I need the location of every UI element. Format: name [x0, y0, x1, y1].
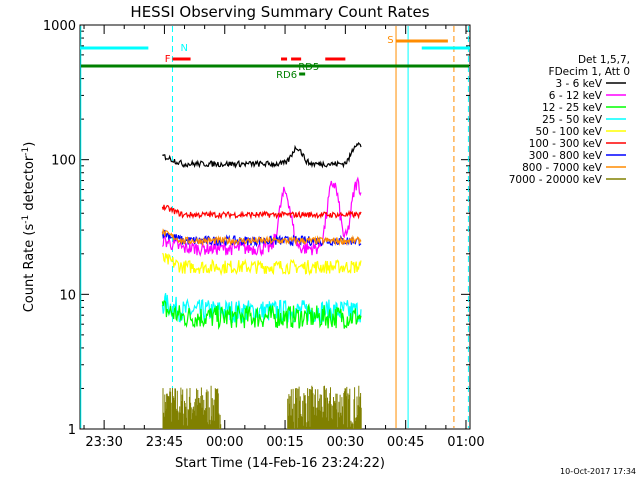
chart-title: HESSI Observing Summary Count Rates: [130, 3, 429, 21]
y-tick-label: 10: [59, 288, 76, 303]
legend-entry-label: 800 - 7000 keV: [522, 162, 603, 174]
y-tick-label: 100: [51, 154, 76, 169]
series-line: [161, 228, 362, 247]
x-tick-label: 00:45: [387, 435, 424, 450]
series-lines: [161, 141, 362, 429]
rd6-flag-label: RD6: [276, 70, 297, 81]
plot-frame: [79, 24, 471, 430]
y-tick-label: 1: [68, 423, 76, 438]
series-line: [162, 252, 362, 277]
legend-entry-label: 100 - 300 keV: [529, 138, 603, 150]
y-axis-label: Count Rate (s-1 detector-1): [21, 142, 37, 313]
x-tick-label: 00:30: [327, 435, 364, 450]
legend-header: FDecim 1, Att 0: [549, 66, 630, 78]
x-axis-ticks: 23:30 23:45 00:00 00:15 00:30 00:45 01:00: [83, 25, 485, 450]
legend-entry-label: 300 - 800 keV: [529, 150, 603, 162]
rd5-flag-label: RD5: [298, 62, 319, 73]
legend-header: Det 1,5,7,: [578, 54, 630, 66]
series-line: [165, 385, 222, 429]
legend-entry-label: 3 - 6 keV: [555, 78, 602, 90]
y-tick-label: 1000: [43, 19, 76, 34]
x-axis-label: Start Time (14-Feb-16 23:24:22): [175, 456, 385, 471]
n-flag-label: N: [181, 43, 188, 54]
series-line: [286, 385, 362, 429]
legend-entry-label: 50 - 100 keV: [535, 126, 602, 138]
legend-entry-label: 25 - 50 keV: [542, 114, 603, 126]
series-line: [162, 141, 362, 169]
night-flag-label: S: [387, 35, 393, 46]
series-line: [161, 176, 362, 258]
f-flag-label: F: [165, 54, 171, 65]
x-tick-label: 00:15: [266, 435, 303, 450]
x-tick-label: 23:45: [146, 435, 183, 450]
series-line: [161, 204, 362, 220]
legend-entry-label: 12 - 25 keV: [542, 102, 603, 114]
legend-entry-label: 6 - 12 keV: [549, 90, 603, 102]
x-tick-label: 01:00: [447, 435, 484, 450]
series-line: [161, 300, 362, 330]
y-axis-ticks: 1 10 100 1000: [43, 19, 470, 438]
legend-entry-label: 7000 - 20000 keV: [509, 174, 603, 186]
orbit-markers: [80, 26, 469, 428]
x-tick-label: 00:00: [206, 435, 243, 450]
x-tick-label: 23:30: [85, 435, 122, 450]
footer-timestamp: 10-Oct-2017 17:34: [560, 467, 636, 476]
